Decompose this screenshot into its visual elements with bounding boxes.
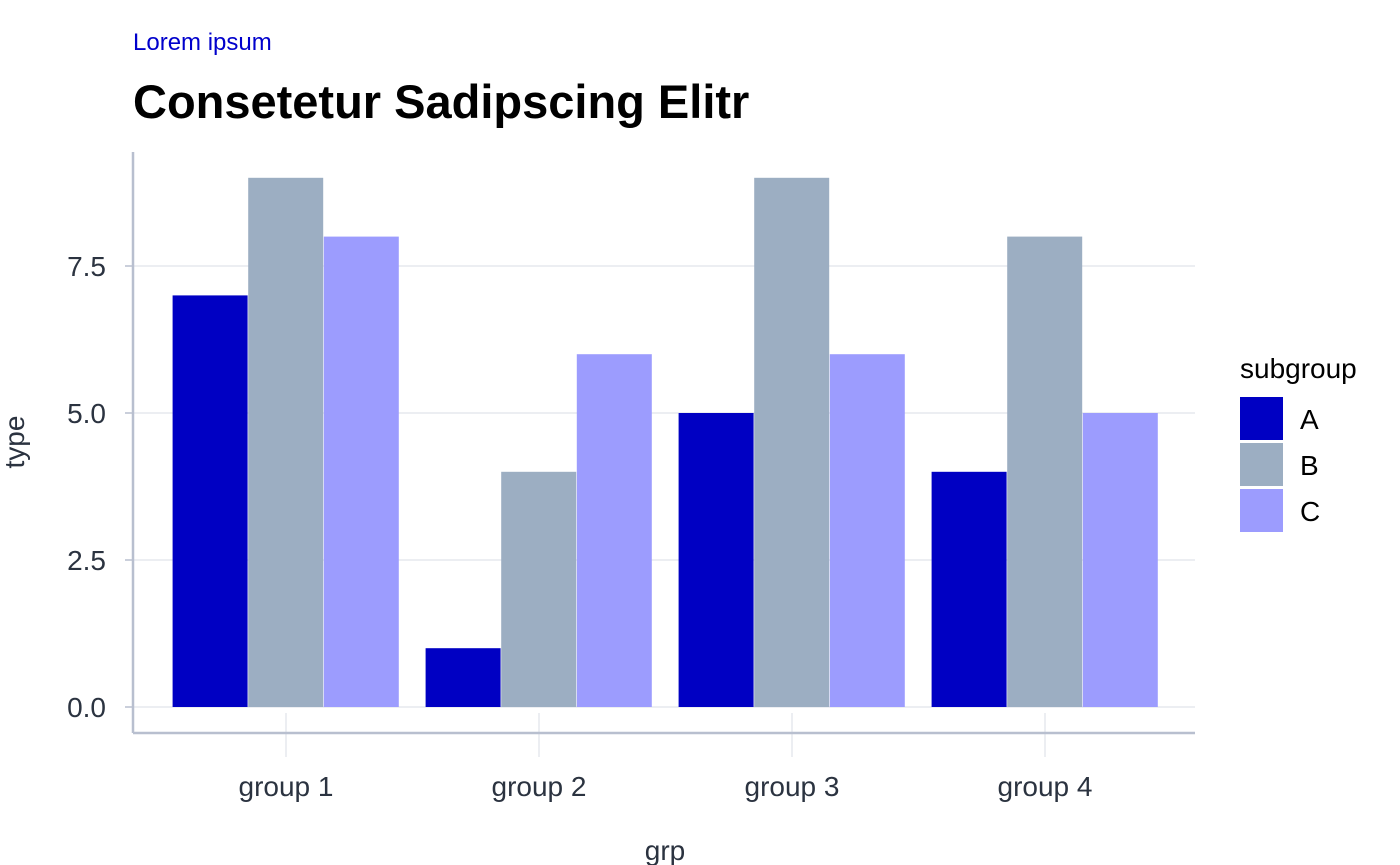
tick-labels: 0.0 2.5 5.0 7.5 group 1 group 2 group 3 group 4 [67, 251, 1092, 802]
legend-title: subgroup [1240, 353, 1357, 384]
legend: subgroup ABC [1240, 353, 1357, 532]
y-tick-label: 2.5 [67, 545, 106, 576]
y-axis-title: type [0, 416, 30, 469]
bar-c-group-1 [323, 236, 399, 707]
legend-key-b [1240, 443, 1283, 486]
bar-a-group-1 [172, 295, 248, 707]
x-tick-label: group 2 [492, 771, 587, 802]
bar-b-group-2 [501, 471, 577, 707]
bar-c-group-4 [1082, 413, 1158, 707]
bar-a-group-3 [678, 413, 754, 707]
bar-b-group-3 [754, 177, 830, 708]
y-tick-label: 5.0 [67, 398, 106, 429]
bar-b-group-4 [1007, 236, 1083, 707]
legend-key-a [1240, 397, 1283, 440]
axes [125, 152, 1195, 735]
x-axis-title: grp [645, 835, 685, 865]
x-tick-label: group 3 [745, 771, 840, 802]
bar-c-group-3 [829, 354, 905, 707]
legend-key-c [1240, 489, 1283, 532]
x-tick-label: group 4 [998, 771, 1093, 802]
legend-label-c: C [1300, 496, 1320, 527]
bars [172, 177, 1158, 708]
chart-subtitle: Lorem ipsum [133, 29, 272, 56]
y-tick-label: 0.0 [67, 692, 106, 723]
bar-a-group-2 [425, 648, 501, 707]
bar-c-group-2 [576, 354, 652, 707]
y-tick-label: 7.5 [67, 251, 106, 282]
x-tick-label: group 1 [239, 771, 334, 802]
legend-label-b: B [1300, 450, 1319, 481]
bar-a-group-4 [931, 471, 1007, 707]
legend-label-a: A [1300, 404, 1319, 435]
bar-b-group-1 [248, 177, 324, 708]
chart-title: Consetetur Sadipscing Elitr [133, 75, 749, 128]
